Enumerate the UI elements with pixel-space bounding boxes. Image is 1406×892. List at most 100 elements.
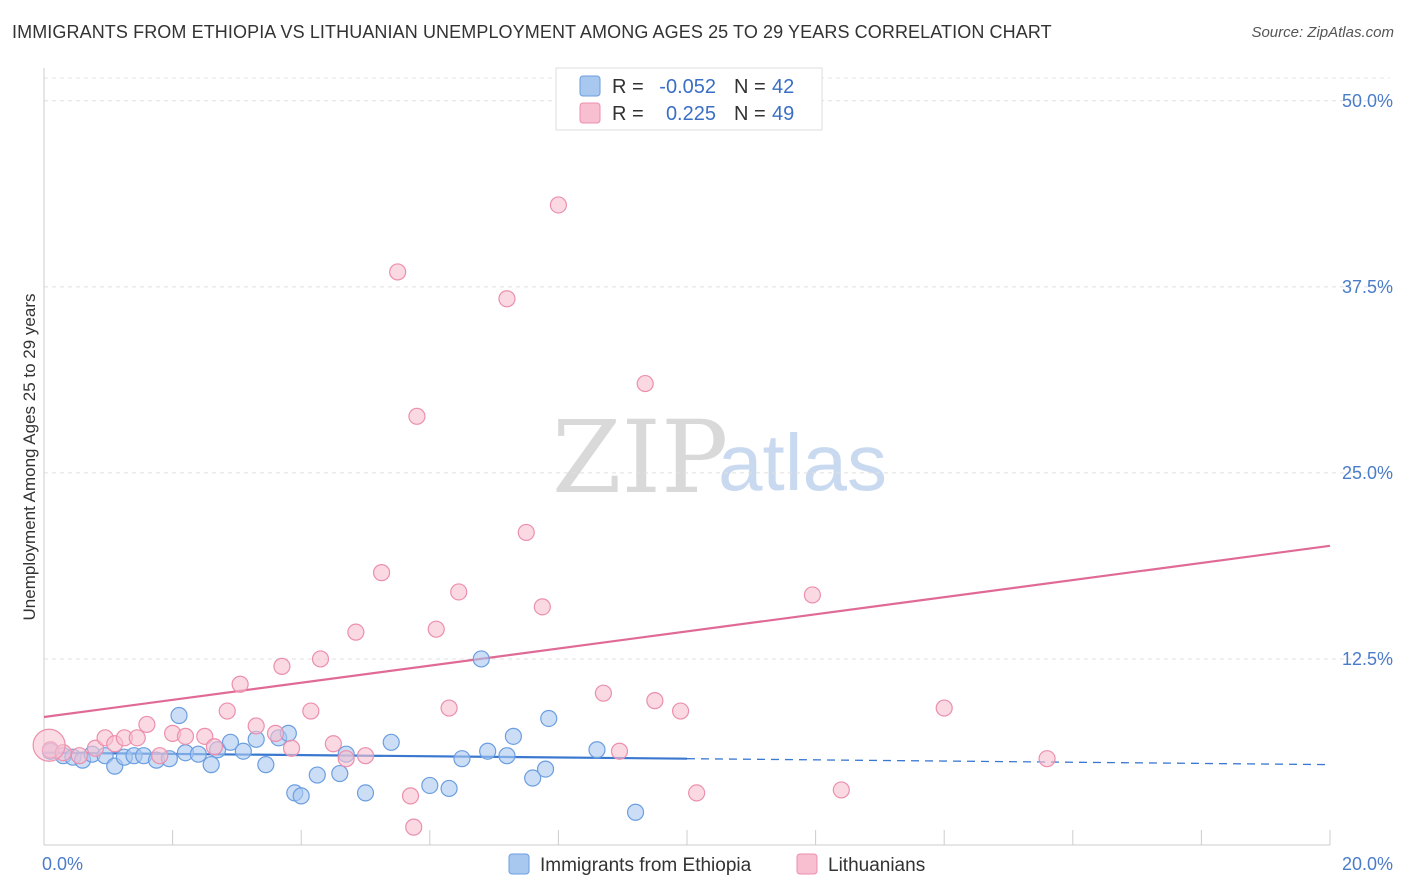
point-lithuanians: [517, 523, 535, 542]
point-lithuanians: [610, 742, 629, 760]
data-points: [32, 196, 1056, 836]
point-lithuanians: [302, 702, 320, 720]
point-lithuanians: [498, 290, 516, 308]
legend-r-value-lithuanians: 0.225: [666, 103, 716, 125]
point-lithuanians: [671, 702, 690, 720]
series-legend-label-ethiopia: Immigrants from Ethiopia: [540, 855, 752, 876]
series-legend-swatch-ethiopia: [508, 853, 530, 875]
point-ethiopia: [453, 750, 471, 768]
point-ethiopia: [308, 766, 326, 784]
point-ethiopia: [292, 787, 310, 805]
point-ethiopia: [170, 706, 188, 725]
point-ethiopia: [331, 764, 349, 783]
point-lithuanians: [401, 787, 420, 805]
point-lithuanians: [218, 702, 236, 720]
point-ethiopia: [588, 741, 606, 759]
y-axis-label: Unemployment Among Ages 25 to 29 years: [20, 294, 39, 621]
legend-r-label-lithuanians: R =: [612, 103, 644, 125]
trend-line-lithuanians: [43, 544, 1331, 719]
point-lithuanians: [205, 738, 223, 756]
point-lithuanians: [356, 747, 375, 765]
series-legend-label-lithuanians: Lithuanians: [828, 855, 925, 876]
y-tick-label: 37.5%: [1342, 277, 1393, 297]
point-lithuanians: [549, 196, 568, 214]
point-lithuanians: [151, 747, 169, 765]
x-tick-label-max: 20.0%: [1342, 854, 1393, 874]
point-lithuanians: [247, 717, 265, 735]
point-ethiopia: [189, 745, 207, 763]
stats-legend: R = -0.052 N = 42 R = 0.225 N = 49: [555, 67, 823, 131]
y-tick-label: 25.0%: [1342, 463, 1393, 483]
trend-lines: [43, 544, 1331, 766]
point-lithuanians: [266, 724, 285, 742]
point-lithuanians: [324, 735, 342, 753]
x-tick-label-min: 0.0%: [42, 854, 83, 874]
y-tick-labels: 12.5% 25.0% 37.5% 50.0%: [1342, 91, 1393, 669]
point-ethiopia: [202, 756, 220, 774]
point-lithuanians: [832, 781, 850, 799]
chart-source: Source: ZipAtlas.com: [1251, 24, 1394, 41]
point-ethiopia: [356, 784, 375, 802]
point-lithuanians: [347, 623, 365, 641]
point-ethiopia: [626, 803, 645, 821]
watermark-atlas: atlas: [718, 418, 887, 507]
point-lithuanians: [533, 598, 551, 616]
point-lithuanians: [70, 747, 88, 765]
point-lithuanians: [408, 407, 426, 425]
point-lithuanians: [128, 729, 146, 747]
series-legend-swatch-lithuanians: [796, 853, 818, 875]
legend-r-label-ethiopia: R =: [612, 76, 644, 98]
point-ethiopia: [440, 779, 458, 798]
point-lithuanians: [176, 727, 195, 745]
point-lithuanians: [138, 715, 156, 734]
point-ethiopia: [221, 733, 240, 751]
point-lithuanians: [636, 374, 654, 393]
point-lithuanians: [427, 620, 445, 638]
y-tick-label: 12.5%: [1342, 649, 1393, 669]
point-lithuanians: [646, 692, 664, 710]
point-lithuanians: [803, 586, 821, 604]
watermark-zip: ZIP: [552, 399, 728, 516]
point-lithuanians: [372, 564, 391, 582]
point-ethiopia: [472, 650, 490, 668]
legend-n-value-lithuanians: 49: [772, 103, 794, 125]
point-lithuanians: [311, 650, 330, 668]
x-ticks: [43, 830, 1331, 845]
point-lithuanians: [935, 699, 953, 717]
point-ethiopia: [257, 756, 275, 774]
legend-n-label-lithuanians: N =: [734, 103, 766, 125]
point-lithuanians: [389, 263, 407, 281]
point-lithuanians: [231, 675, 249, 693]
point-ethiopia: [382, 733, 400, 751]
point-lithuanians: [282, 739, 301, 757]
point-lithuanians: [440, 699, 458, 717]
legend-n-value-ethiopia: 42: [772, 76, 794, 98]
point-lithuanians: [450, 583, 468, 601]
legend-swatch-lithuanians: [579, 102, 601, 124]
trend-line-dashed-ethiopia: [686, 758, 1331, 766]
series-legend: Immigrants from Ethiopia Lithuanians: [508, 853, 925, 876]
legend-r-value-ethiopia: -0.052: [659, 76, 716, 98]
point-ethiopia: [540, 709, 558, 728]
point-lithuanians: [594, 684, 613, 702]
chart-title: IMMIGRANTS FROM ETHIOPIA VS LITHUANIAN U…: [12, 22, 1052, 42]
watermark: ZIP atlas: [552, 399, 887, 516]
y-tick-label: 50.0%: [1342, 91, 1393, 111]
point-lithuanians: [337, 750, 355, 768]
legend-n-label-ethiopia: N =: [734, 76, 766, 98]
point-ethiopia: [479, 742, 497, 760]
point-lithuanians: [1038, 750, 1056, 768]
point-ethiopia: [504, 727, 522, 745]
point-lithuanians: [688, 784, 706, 802]
point-ethiopia: [234, 742, 252, 760]
point-ethiopia: [421, 776, 439, 795]
legend-swatch-ethiopia: [579, 75, 601, 97]
point-lithuanians: [32, 728, 66, 762]
point-ethiopia: [498, 747, 516, 765]
point-ethiopia: [524, 769, 542, 787]
point-lithuanians: [405, 818, 423, 836]
point-lithuanians: [273, 657, 291, 675]
point-ethiopia: [536, 760, 555, 778]
gridlines: [44, 77, 1390, 660]
